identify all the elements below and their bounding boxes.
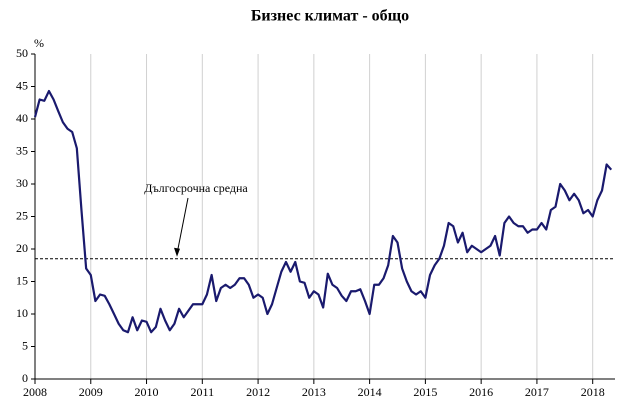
y-tick-label: 10 — [16, 306, 28, 320]
y-tick-label: 30 — [16, 176, 28, 190]
x-tick-label: 2013 — [302, 385, 326, 399]
y-tick-label: 45 — [16, 78, 28, 92]
y-tick-label: 5 — [22, 338, 28, 352]
annotation-arrow — [176, 197, 189, 254]
x-tick-label: 2012 — [246, 385, 270, 399]
line — [33, 89, 613, 334]
x-tick-label: 2015 — [413, 385, 437, 399]
y-tick-label: 25 — [16, 208, 28, 222]
x-tick-label: 2016 — [469, 385, 493, 399]
x-tick-label: 2017 — [525, 385, 549, 399]
annotation: Дългосрочна средна — [144, 181, 248, 195]
x-tick-label: 2018 — [581, 385, 605, 399]
x-tick-label: 2011 — [191, 385, 215, 399]
arrow-head — [174, 247, 180, 257]
chart-title: Бизнес климат - общо — [251, 8, 409, 25]
x-tick-label: 2014 — [358, 385, 382, 399]
y-tick-label: 15 — [16, 273, 28, 287]
y-tick-label: 0 — [22, 371, 28, 385]
x-tick-label: 2008 — [23, 385, 47, 399]
y-axis-label: % — [34, 36, 44, 50]
y-tick-label: 20 — [16, 241, 28, 255]
x-tick-label: 2009 — [79, 385, 103, 399]
x-tick-label: 2010 — [135, 385, 159, 399]
y-tick-label: 40 — [16, 111, 28, 125]
y-tick-label: 35 — [16, 143, 28, 157]
y-tick-label: 50 — [16, 46, 28, 60]
